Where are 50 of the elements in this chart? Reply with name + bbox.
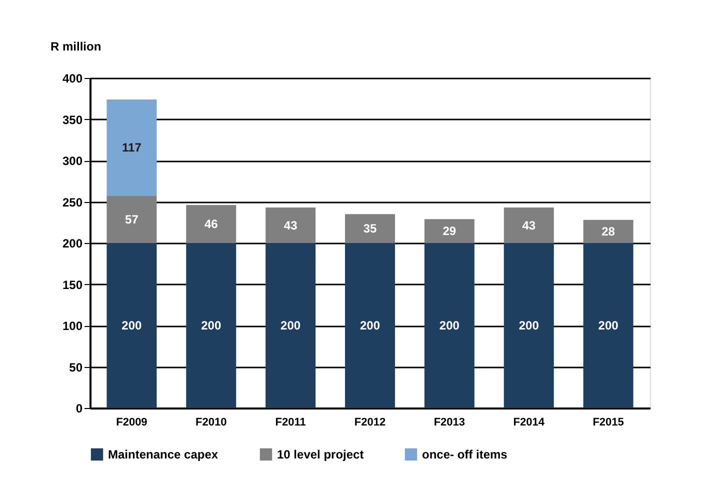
bar xyxy=(106,243,157,408)
y-tick-label: 250 xyxy=(62,195,83,210)
data-label: 200 xyxy=(360,318,380,332)
y-tick-label: 300 xyxy=(62,154,83,168)
x-tick-label: F2015 xyxy=(592,416,624,428)
data-label: 28 xyxy=(602,224,616,238)
y-tick-label: 50 xyxy=(69,360,83,374)
data-label: 57 xyxy=(125,212,139,226)
x-tick-label: F2010 xyxy=(196,416,227,428)
data-label: 200 xyxy=(280,318,301,332)
y-tick-label: 350 xyxy=(62,112,83,127)
bar xyxy=(424,219,474,243)
bar xyxy=(186,243,236,408)
data-label: 200 xyxy=(439,318,460,332)
x-tick-label: F2011 xyxy=(275,416,306,428)
data-label: 200 xyxy=(518,318,540,332)
bar xyxy=(186,205,236,243)
data-label: 200 xyxy=(598,318,619,332)
y-tick-label: 400 xyxy=(62,72,83,86)
bar xyxy=(266,243,316,408)
bar xyxy=(106,196,157,243)
data-label: 200 xyxy=(201,318,222,332)
y-tick-label: 0 xyxy=(76,402,83,416)
data-label: 35 xyxy=(363,222,377,236)
legend-label: once- off items xyxy=(422,447,508,462)
legend-label: 10 level project xyxy=(277,447,364,462)
y-tick-label: 150 xyxy=(62,278,83,292)
y-tick-label: 200 xyxy=(62,236,83,250)
x-tick-label: F2013 xyxy=(434,416,466,428)
data-label: 29 xyxy=(442,224,456,238)
x-tick-label: F2014 xyxy=(513,416,546,428)
bar xyxy=(583,243,634,408)
bar xyxy=(345,214,395,243)
data-label: 117 xyxy=(122,140,142,155)
data-label: 46 xyxy=(204,217,218,232)
bar xyxy=(424,243,474,408)
bar xyxy=(583,220,634,243)
x-tick-label: F2012 xyxy=(354,416,386,428)
bar xyxy=(504,208,554,243)
legend-label: Maintenance capex xyxy=(108,447,218,462)
bar xyxy=(106,99,157,196)
y-tick-label: 100 xyxy=(62,319,83,333)
y-axis-title: R million xyxy=(50,40,102,54)
bar xyxy=(266,208,316,243)
data-label: 43 xyxy=(522,218,536,232)
bar xyxy=(504,243,554,408)
data-label: 43 xyxy=(284,218,298,232)
x-tick-label: F2009 xyxy=(116,416,148,428)
bar xyxy=(345,243,395,408)
data-label: 200 xyxy=(122,318,142,332)
